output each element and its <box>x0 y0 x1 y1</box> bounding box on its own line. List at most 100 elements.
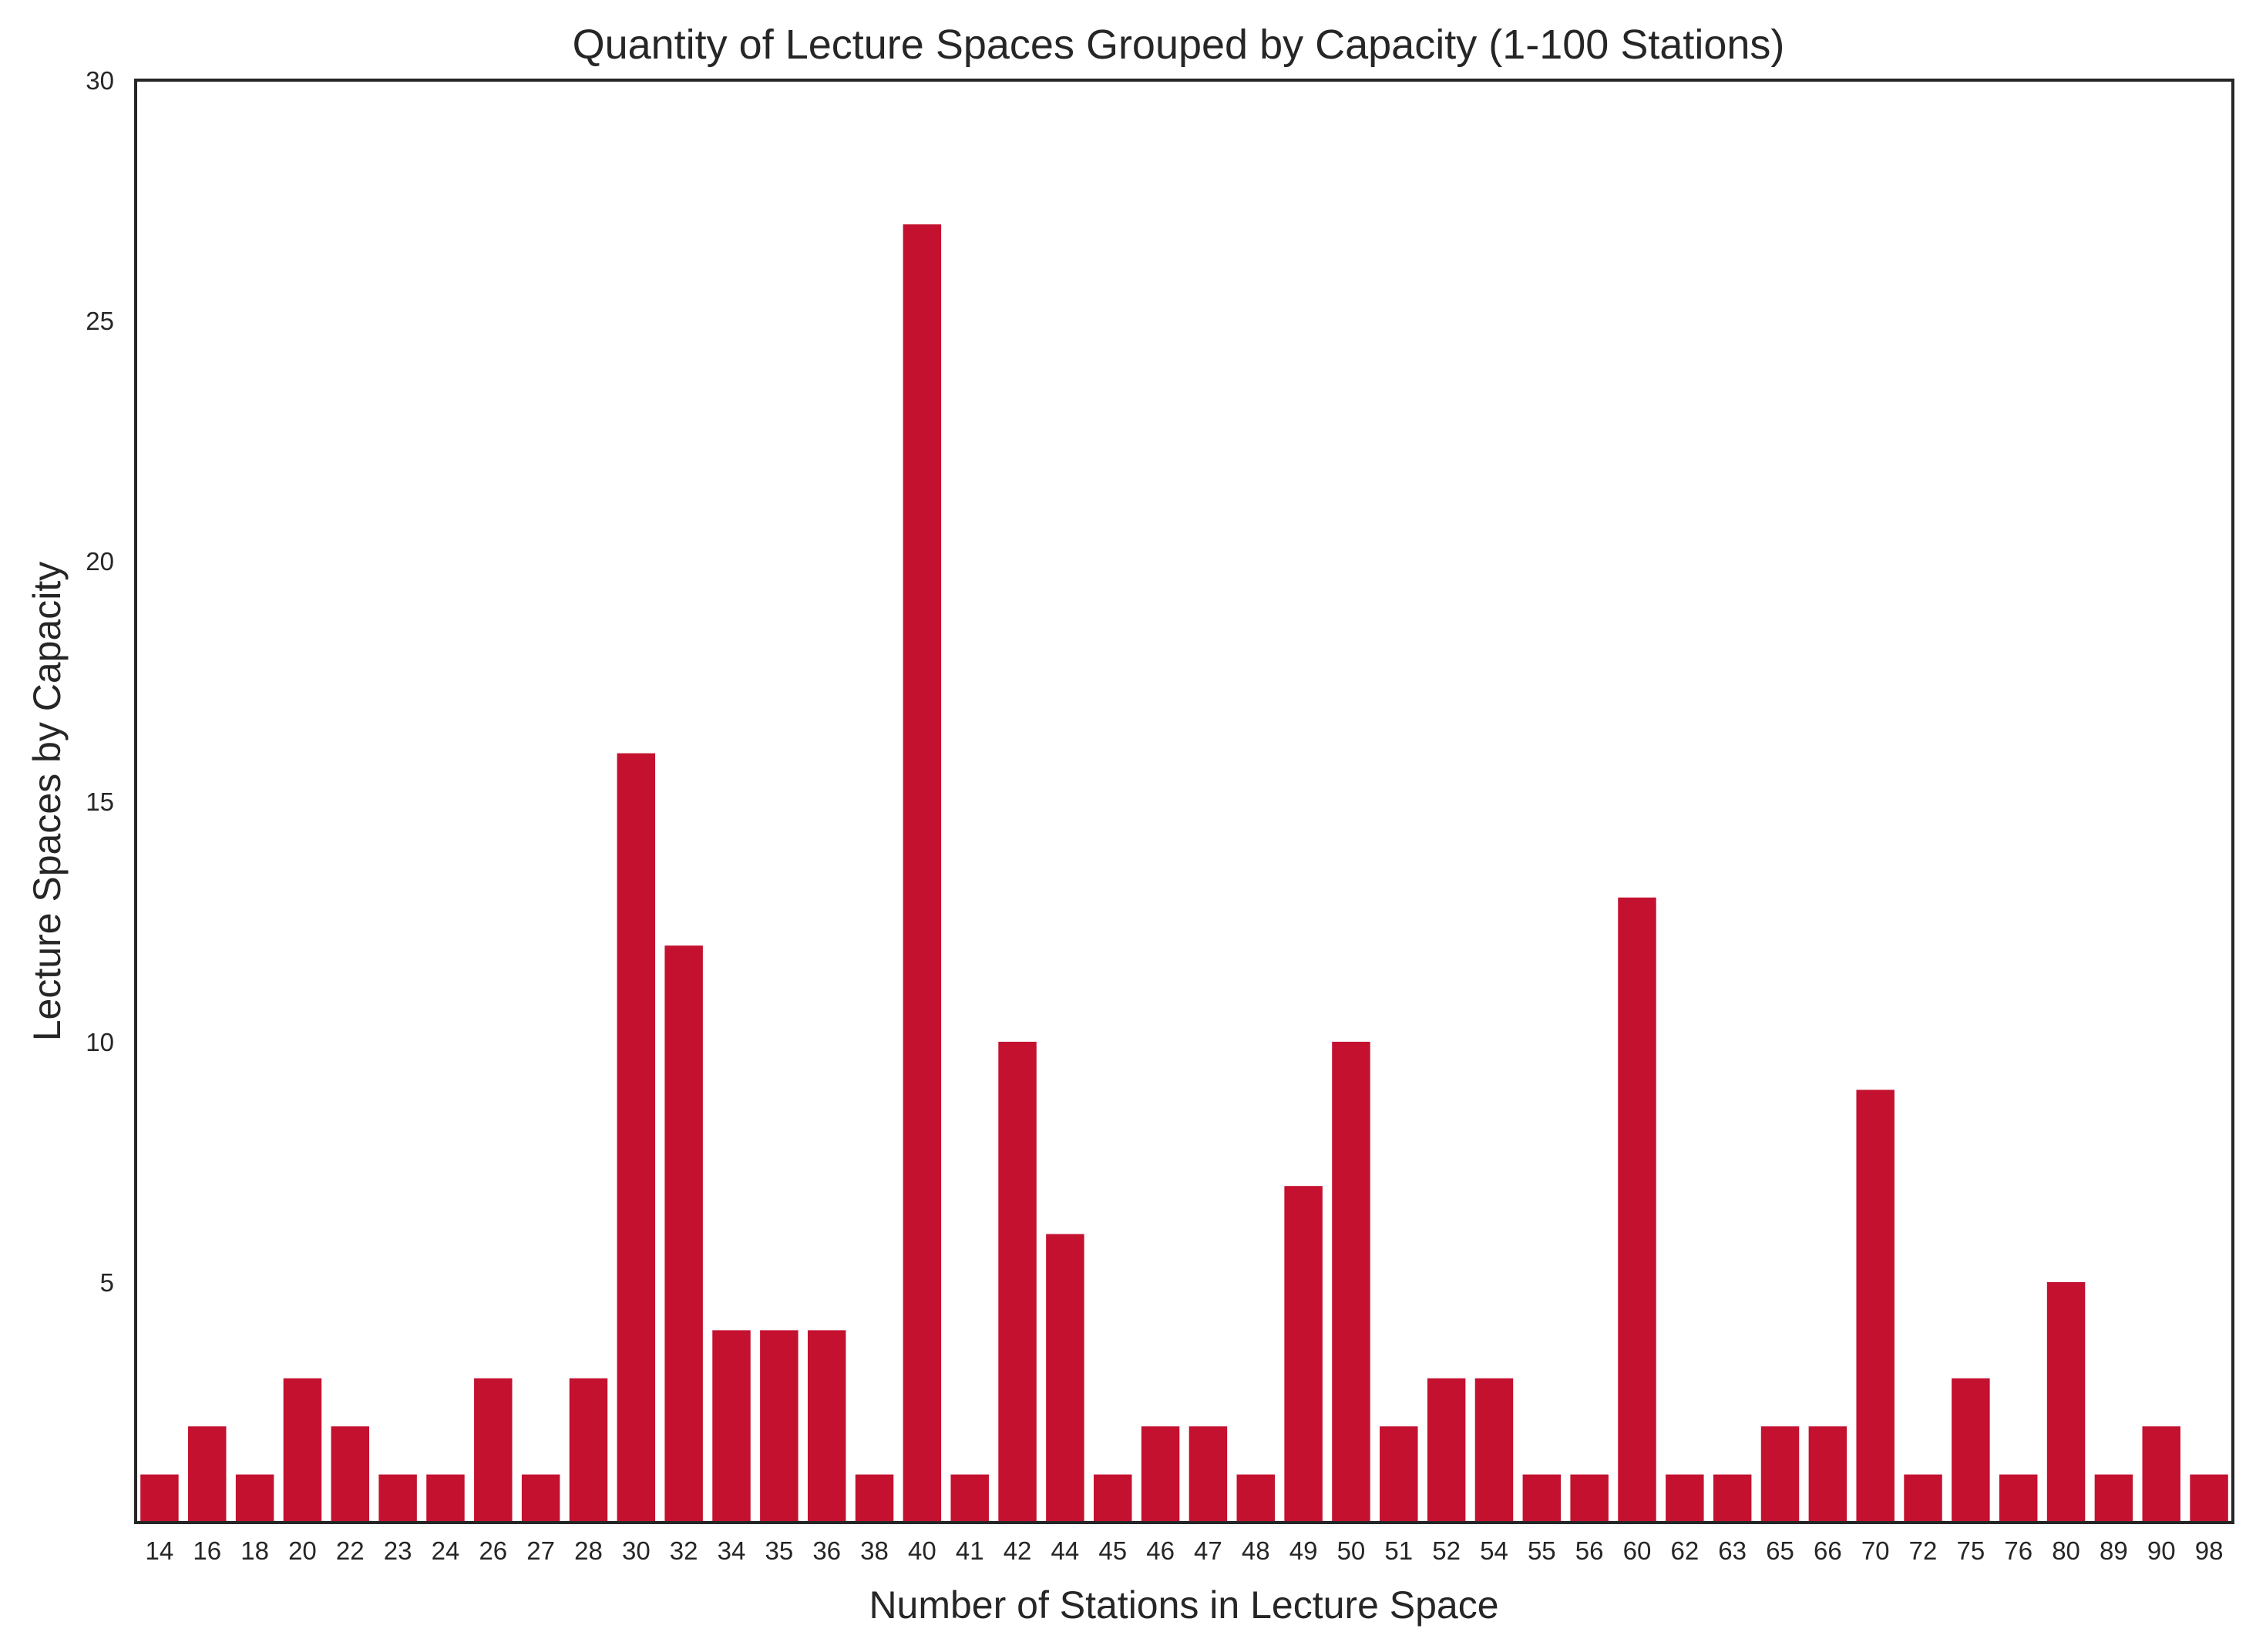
bars-group <box>140 224 2228 1523</box>
bar-28 <box>569 1378 608 1523</box>
x-tick-label-49: 49 <box>1289 1536 1318 1565</box>
x-axis-label: Number of Stations in Lecture Space <box>869 1583 1498 1627</box>
x-tick-label-66: 66 <box>1814 1536 1842 1565</box>
y-tick-labels: 5 10 15 20 25 30 <box>86 66 114 1297</box>
bar-36 <box>807 1330 846 1523</box>
x-tick-label-40: 40 <box>908 1536 936 1565</box>
x-tick-label-26: 26 <box>479 1536 507 1565</box>
x-tick-label-62: 62 <box>1670 1536 1699 1565</box>
bar-34 <box>712 1330 751 1523</box>
bar-47 <box>1189 1426 1228 1523</box>
bar-60 <box>1618 897 1656 1523</box>
x-tick-label-54: 54 <box>1480 1536 1508 1565</box>
bar-22 <box>331 1426 370 1523</box>
x-tick-label-45: 45 <box>1098 1536 1127 1565</box>
bar-66 <box>1808 1426 1847 1523</box>
y-tick-label-15: 15 <box>86 787 114 816</box>
bar-75 <box>1952 1378 1990 1523</box>
x-tick-label-35: 35 <box>765 1536 793 1565</box>
x-tick-label-20: 20 <box>288 1536 317 1565</box>
x-tick-label-72: 72 <box>1909 1536 1938 1565</box>
x-tick-label-42: 42 <box>1004 1536 1032 1565</box>
bar-26 <box>474 1378 513 1523</box>
bar-23 <box>378 1474 417 1523</box>
bar-70 <box>1856 1090 1895 1523</box>
x-tick-label-46: 46 <box>1146 1536 1175 1565</box>
x-tick-label-89: 89 <box>2100 1536 2128 1565</box>
bar-62 <box>1666 1474 1704 1523</box>
x-tick-label-27: 27 <box>526 1536 555 1565</box>
x-tick-label-44: 44 <box>1051 1536 1080 1565</box>
bar-45 <box>1094 1474 1132 1523</box>
bar-76 <box>1999 1474 2038 1523</box>
bar-41 <box>950 1474 989 1523</box>
x-tick-label-22: 22 <box>336 1536 365 1565</box>
x-tick-label-63: 63 <box>1718 1536 1747 1565</box>
x-tick-label-50: 50 <box>1337 1536 1366 1565</box>
bar-63 <box>1713 1474 1752 1523</box>
x-tick-label-60: 60 <box>1623 1536 1652 1565</box>
bar-98 <box>2190 1474 2228 1523</box>
x-tick-label-41: 41 <box>956 1536 984 1565</box>
x-tick-label-75: 75 <box>1957 1536 1985 1565</box>
bar-50 <box>1332 1042 1370 1523</box>
y-tick-label-30: 30 <box>86 66 114 95</box>
bar-44 <box>1046 1234 1084 1523</box>
bar-27 <box>521 1474 560 1523</box>
bar-32 <box>664 945 703 1523</box>
y-tick-label-20: 20 <box>86 547 114 576</box>
y-tick-label-5: 5 <box>100 1268 114 1297</box>
x-tick-label-47: 47 <box>1194 1536 1222 1565</box>
y-axis-label: Lecture Spaces by Capacity <box>25 562 69 1042</box>
bar-90 <box>2142 1426 2180 1523</box>
x-tick-label-90: 90 <box>2147 1536 2176 1565</box>
x-tick-label-76: 76 <box>2004 1536 2032 1565</box>
x-tick-label-56: 56 <box>1575 1536 1604 1565</box>
bar-48 <box>1236 1474 1275 1523</box>
x-tick-label-55: 55 <box>1528 1536 1556 1565</box>
x-tick-label-80: 80 <box>2052 1536 2080 1565</box>
bar-40 <box>903 224 942 1523</box>
bar-18 <box>235 1474 274 1523</box>
x-tick-label-70: 70 <box>1861 1536 1890 1565</box>
x-tick-label-34: 34 <box>718 1536 746 1565</box>
x-tick-label-38: 38 <box>860 1536 889 1565</box>
bar-49 <box>1284 1186 1323 1523</box>
bar-20 <box>283 1378 322 1523</box>
y-tick-label-25: 25 <box>86 307 114 335</box>
x-tick-label-24: 24 <box>432 1536 460 1565</box>
x-tick-label-28: 28 <box>574 1536 603 1565</box>
bar-42 <box>998 1042 1037 1523</box>
bar-35 <box>760 1330 799 1523</box>
plot-frame <box>134 79 2234 1524</box>
x-tick-label-23: 23 <box>384 1536 412 1565</box>
bar-30 <box>617 753 656 1523</box>
bar-54 <box>1474 1378 1514 1523</box>
bar-24 <box>426 1474 465 1523</box>
bar-46 <box>1141 1426 1180 1523</box>
bar-52 <box>1427 1378 1466 1523</box>
bar-51 <box>1380 1426 1418 1523</box>
y-tick-label-10: 10 <box>86 1028 114 1056</box>
bar-56 <box>1570 1474 1609 1523</box>
bar-16 <box>188 1426 227 1523</box>
bar-65 <box>1760 1426 1800 1523</box>
bar-14 <box>140 1474 179 1523</box>
x-tick-label-32: 32 <box>670 1536 698 1565</box>
bar-38 <box>855 1474 894 1523</box>
x-tick-label-18: 18 <box>240 1536 269 1565</box>
bar-72 <box>1904 1474 1942 1523</box>
bar-89 <box>2094 1474 2133 1523</box>
x-tick-label-52: 52 <box>1432 1536 1461 1565</box>
x-tick-labels: 14 16 18 20 22 23 24 26 27 28 30 32 34 35 36 38 40 41 42 44… <box>146 1536 2224 1565</box>
bar-55 <box>1522 1474 1562 1523</box>
x-tick-label-51: 51 <box>1384 1536 1413 1565</box>
x-tick-label-30: 30 <box>622 1536 651 1565</box>
x-tick-label-65: 65 <box>1766 1536 1794 1565</box>
x-tick-label-48: 48 <box>1242 1536 1270 1565</box>
bar-80 <box>2046 1282 2086 1523</box>
chart-title: Quantity of Lecture Spaces Grouped by Ca… <box>573 22 1785 68</box>
x-tick-label-16: 16 <box>193 1536 221 1565</box>
x-tick-label-36: 36 <box>812 1536 841 1565</box>
